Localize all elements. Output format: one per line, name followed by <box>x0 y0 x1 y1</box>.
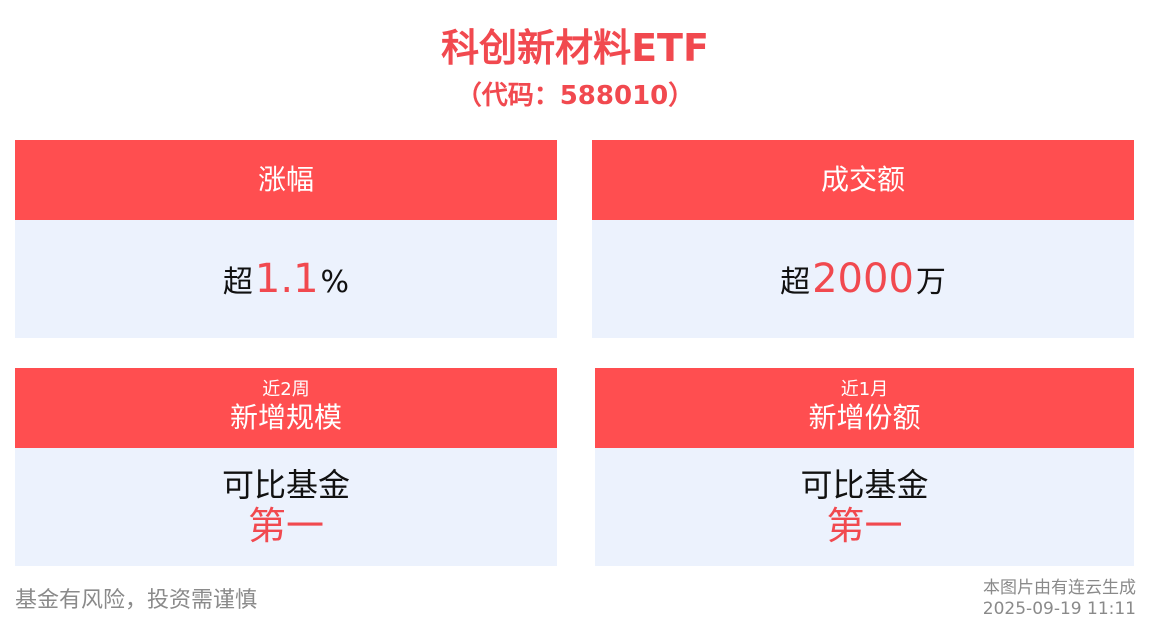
value-number: 1.1 <box>254 256 319 302</box>
generated-by: 本图片由有连云生成 <box>983 578 1136 598</box>
card-change: 涨幅 超 1.1 % <box>15 140 557 338</box>
rank-value: 第一 <box>247 504 324 548</box>
timestamp: 2025-09-19 11:11 <box>982 599 1136 619</box>
fund-code: （代码：588010） <box>455 81 695 111</box>
value-prefix: 超 <box>222 265 253 300</box>
card-label: 新增份额 <box>808 401 921 434</box>
card-body: 可比基金 第一 <box>595 448 1134 566</box>
value-line: 超 1.1 % <box>223 256 349 302</box>
card-body: 超 1.1 % <box>15 220 557 338</box>
card-header: 近2周 新增规模 <box>15 368 557 448</box>
card-period: 近2周 <box>262 379 310 400</box>
card-body: 超 2000 万 <box>592 220 1134 338</box>
card-header: 成交额 <box>592 140 1134 220</box>
card-label: 新增规模 <box>229 401 342 434</box>
value-prefix: 超 <box>780 265 811 300</box>
rank-context: 可比基金 <box>221 466 350 504</box>
card-body: 可比基金 第一 <box>15 448 557 566</box>
value-unit: 万 <box>915 265 946 300</box>
card-header: 涨幅 <box>15 140 557 220</box>
card-label: 成交额 <box>820 163 905 196</box>
rank-context: 可比基金 <box>800 466 929 504</box>
value-line: 超 2000 万 <box>780 256 946 302</box>
card-header: 近1月 新增份额 <box>595 368 1134 448</box>
page-title: 科创新材料ETF <box>441 26 709 70</box>
card-period: 近1月 <box>840 379 889 400</box>
rank-value: 第一 <box>826 504 903 548</box>
card-turnover: 成交额 超 2000 万 <box>592 140 1134 338</box>
generation-info: 本图片由有连云生成 2025-09-19 11:11 <box>983 578 1136 620</box>
card-label: 涨幅 <box>257 163 314 196</box>
card-new-shares: 近1月 新增份额 可比基金 第一 <box>595 368 1134 566</box>
value-unit: % <box>320 265 350 300</box>
value-number: 2000 <box>812 256 914 302</box>
risk-disclaimer: 基金有风险，投资需谨慎 <box>15 588 258 613</box>
card-new-scale: 近2周 新增规模 可比基金 第一 <box>15 368 557 566</box>
